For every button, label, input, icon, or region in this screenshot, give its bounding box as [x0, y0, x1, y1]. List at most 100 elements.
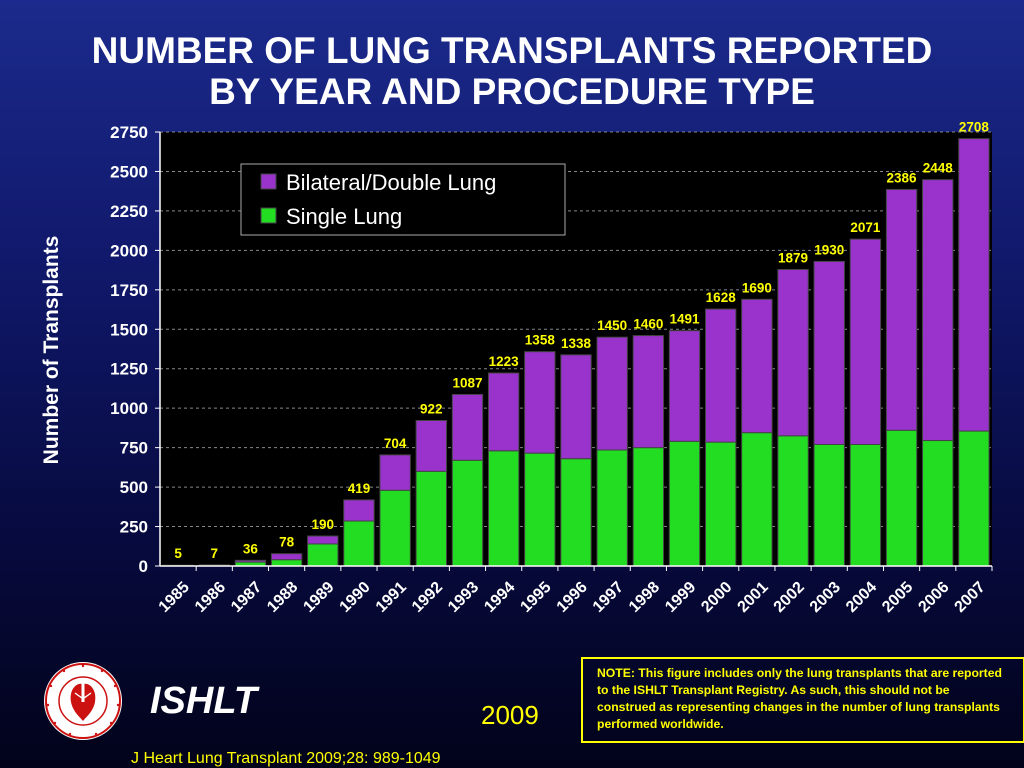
- bar-single-lung-2005: [885, 429, 918, 567]
- x-tick-label-2005: 2005: [879, 579, 916, 616]
- bar-single-lung-2004: [849, 443, 882, 567]
- bar-bilateral-double-lung-1993: [451, 393, 484, 461]
- total-label-1985: 5: [174, 546, 182, 561]
- x-tick-label-1997: 1997: [590, 579, 627, 616]
- bar-bilateral-double-lung-1994: [487, 372, 520, 452]
- y-tick-label: 1750: [110, 281, 148, 300]
- y-tick-label: 750: [120, 439, 148, 458]
- bar-single-lung-1995: [524, 452, 556, 567]
- total-label-1990: 419: [348, 481, 371, 496]
- bar-single-lung-1994: [487, 450, 520, 567]
- x-tick-label-2001: 2001: [735, 579, 772, 616]
- bar-single-lung-1989: [307, 543, 339, 567]
- x-tick-label-1993: 1993: [445, 579, 482, 616]
- bar-bilateral-double-lung-2006: [922, 179, 954, 442]
- y-axis-label: Number of Transplants: [40, 235, 63, 465]
- total-label-1992: 922: [420, 401, 443, 416]
- total-label-1995: 1358: [525, 333, 556, 348]
- bar-bilateral-double-lung-2000: [705, 308, 737, 443]
- bar-bilateral-double-lung-1992: [415, 419, 447, 472]
- total-label-1999: 1491: [669, 312, 700, 327]
- total-label-2002: 1879: [778, 250, 808, 265]
- total-label-2001: 1690: [742, 280, 772, 295]
- y-tick-label: 1250: [110, 360, 148, 379]
- x-tick-label-2004: 2004: [843, 579, 880, 616]
- legend-label-bilateral-double-lung: Bilateral/Double Lung: [286, 170, 496, 195]
- x-tick-label-1994: 1994: [481, 579, 518, 616]
- total-label-2007: 2708: [959, 120, 990, 135]
- total-label-1988: 78: [279, 535, 295, 550]
- bar-bilateral-double-lung-1988: [270, 553, 303, 561]
- bar-bilateral-double-lung-1999: [668, 330, 701, 442]
- x-tick-label-1991: 1991: [373, 579, 410, 616]
- bar-bilateral-double-lung-2003: [813, 260, 845, 445]
- y-tick-label: 500: [120, 478, 148, 497]
- y-tick-label: 2000: [110, 241, 148, 260]
- title-line-1: NUMBER OF LUNG TRANSPLANTS REPORTED: [91, 30, 933, 71]
- total-label-2006: 2448: [923, 161, 954, 176]
- bar-single-lung-2006: [922, 440, 954, 567]
- total-label-2005: 2386: [887, 170, 918, 185]
- legend-box: [240, 163, 566, 236]
- bar-bilateral-double-lung-2001: [741, 298, 773, 434]
- citation: J Heart Lung Transplant 2009;28: 989-104…: [131, 750, 441, 767]
- bar-bilateral-double-lung-1987: [234, 559, 267, 563]
- title-line-2: BY YEAR AND PROCEDURE TYPE: [209, 71, 815, 112]
- total-label-1991: 704: [384, 436, 407, 451]
- legend-swatch-single-lung: [260, 207, 277, 224]
- y-tick-label: 1500: [110, 320, 148, 339]
- total-label-1986: 7: [211, 546, 219, 561]
- total-label-1998: 1460: [633, 317, 663, 332]
- total-label-1989: 190: [312, 517, 335, 532]
- y-tick-label: 2250: [110, 202, 148, 221]
- bar-bilateral-double-lung-2004: [849, 238, 882, 445]
- total-label-1994: 1223: [489, 354, 520, 369]
- ishlt-logo-icon: [44, 662, 122, 740]
- x-tick-label-1992: 1992: [409, 579, 446, 616]
- bar-single-lung-1998: [632, 447, 665, 567]
- total-label-1993: 1087: [452, 375, 482, 390]
- bar-bilateral-double-lung-1997: [596, 336, 628, 451]
- bar-bilateral-double-lung-1995: [524, 351, 556, 454]
- legend-label-single-lung: Single Lung: [286, 204, 402, 229]
- x-tick-label-2007: 2007: [952, 579, 989, 616]
- total-label-2000: 1628: [706, 290, 737, 305]
- x-tick-label-1989: 1989: [300, 579, 337, 616]
- slide-title: NUMBER OF LUNG TRANSPLANTS REPORTED BY Y…: [0, 30, 1024, 112]
- bar-single-lung-1988: [270, 559, 303, 567]
- x-tick-label-1985: 1985: [156, 579, 193, 616]
- y-tick-label: 250: [120, 518, 148, 537]
- bar-single-lung-2000: [705, 441, 737, 567]
- x-tick-label-2000: 2000: [698, 579, 735, 616]
- bar-bilateral-double-lung-1989: [307, 535, 339, 545]
- year-label: 2009: [481, 700, 539, 730]
- y-tick-label: 0: [139, 557, 148, 576]
- x-tick-label-2003: 2003: [807, 579, 844, 616]
- bar-bilateral-double-lung-2002: [777, 268, 809, 437]
- bar-bilateral-double-lung-1990: [343, 499, 375, 522]
- stacked-bar-chart: 0 250 500 750 1000 1250 1500 1750 2000 2250 2500 27…: [110, 119, 992, 616]
- bar-single-lung-1991: [379, 489, 411, 567]
- x-tick-label-1999: 1999: [662, 579, 699, 616]
- x-tick-label-1996: 1996: [554, 579, 591, 616]
- bar-bilateral-double-lung-1996: [560, 354, 592, 460]
- bar-single-lung-2003: [813, 443, 845, 567]
- y-tick-label: 2750: [110, 123, 148, 142]
- x-tick-label-1987: 1987: [228, 579, 265, 616]
- x-tick-label-1986: 1986: [192, 579, 229, 616]
- total-label-1996: 1338: [561, 336, 592, 351]
- bar-single-lung-2001: [741, 432, 773, 567]
- bar-bilateral-double-lung-1991: [379, 454, 411, 491]
- bar-single-lung-1999: [668, 440, 701, 567]
- total-label-2003: 1930: [814, 242, 844, 257]
- x-tick-label-2002: 2002: [771, 579, 808, 616]
- x-tick-label-1998: 1998: [626, 579, 663, 616]
- y-tick-label: 2500: [110, 162, 148, 181]
- x-tick-label-2006: 2006: [915, 579, 952, 616]
- bar-single-lung-1992: [415, 470, 447, 567]
- x-tick-label-1990: 1990: [337, 579, 374, 616]
- bar-bilateral-double-lung-2007: [958, 138, 990, 432]
- bar-bilateral-double-lung-1998: [632, 335, 665, 449]
- total-label-2004: 2071: [850, 220, 881, 235]
- bar-single-lung-2002: [777, 435, 809, 567]
